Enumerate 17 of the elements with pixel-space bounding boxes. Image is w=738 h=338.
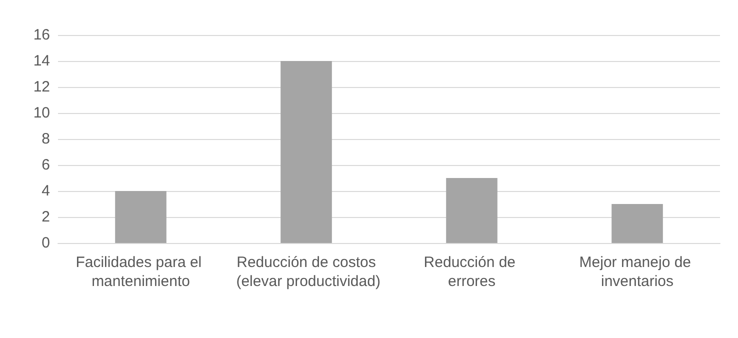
y-tick-label: 2 (42, 208, 50, 226)
y-tick-label: 8 (42, 130, 50, 148)
x-tick-label: Facilidades para el mantenimiento (76, 254, 206, 290)
x-tick-label: Mejor manejo de inventarios (579, 254, 696, 290)
y-tick-label: 0 (42, 234, 50, 252)
x-tick-label: Reducción de costos (elevar productividad) (232, 254, 380, 290)
bar (115, 191, 166, 243)
bar (446, 178, 498, 243)
bar (280, 61, 332, 243)
y-tick-label: 16 (33, 26, 50, 44)
x-tick-label: Reducción de errores (424, 254, 520, 290)
bar (612, 204, 663, 243)
y-tick-label: 10 (33, 104, 50, 122)
y-tick-label: 6 (42, 156, 50, 174)
y-tick-label: 14 (33, 52, 50, 70)
y-tick-label: 12 (33, 78, 50, 96)
y-tick-label: 4 (42, 182, 50, 200)
